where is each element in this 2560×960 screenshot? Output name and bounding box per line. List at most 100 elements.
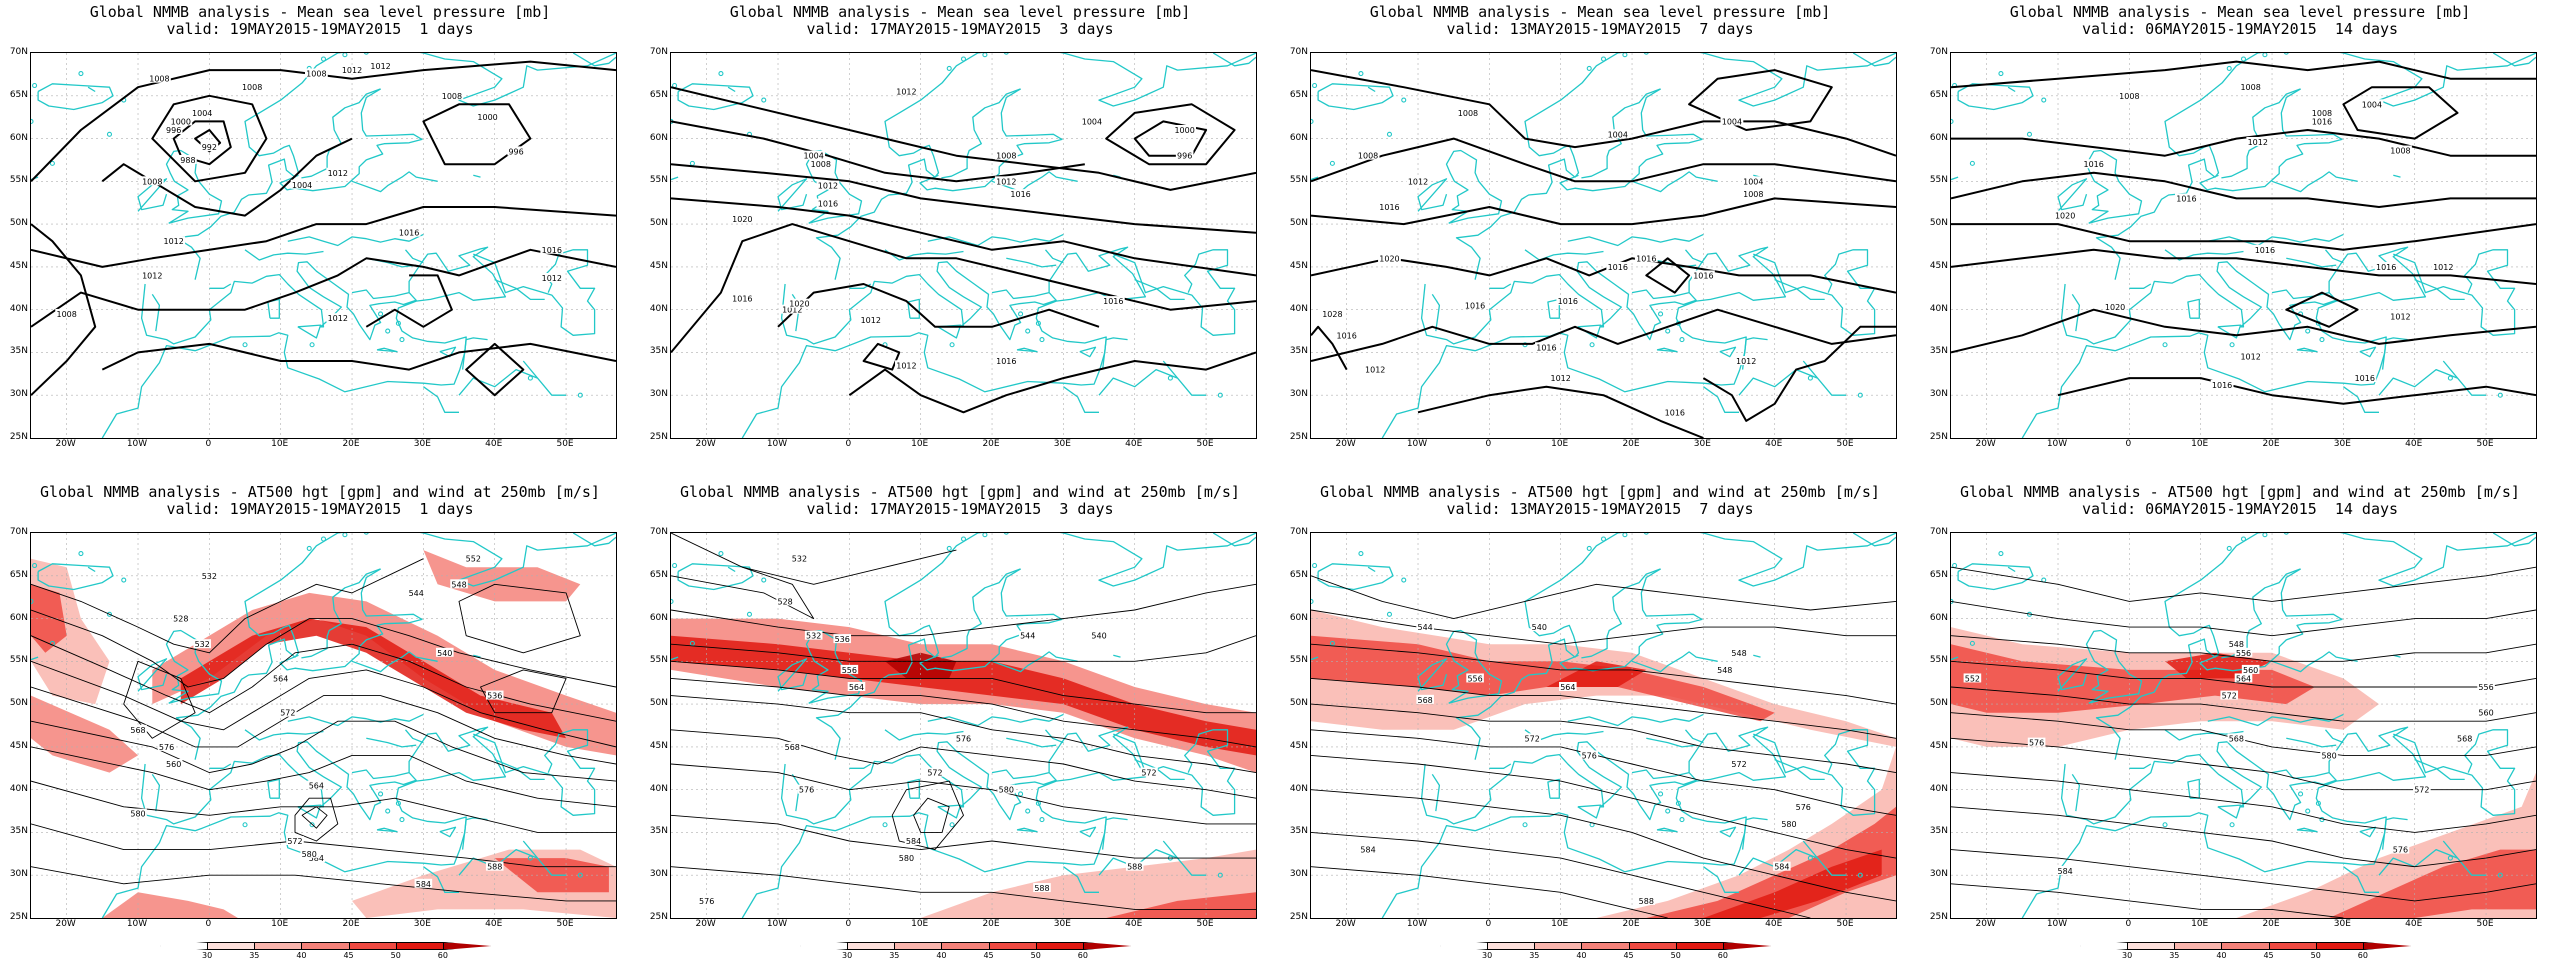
lat-tick-label: 70N [1289,47,1308,57]
contour-label: 1016 [1336,331,1356,340]
colorbar-tick-label: 40 [296,951,307,960]
lon-tick-label: 10W [2046,439,2068,449]
contour-label-bg [271,673,290,683]
contour-label-bg [2310,116,2334,126]
contour-label: 572 [287,837,302,846]
isobar [671,120,1085,183]
isobar [31,206,616,268]
island-coastline [1311,118,1314,124]
contour-label-bg [994,176,1018,186]
colorbar-swatch [2268,942,2317,950]
coastline [884,729,964,741]
lat-tick-label: 65N [1289,89,1308,100]
lon-tick-label: 30E [1053,919,1071,929]
contour-label-bg [179,154,197,164]
coastline [2296,827,2318,833]
lat-tick-label: 45N [9,740,28,751]
contour-label-bg [1720,116,1744,126]
contour-label: 992 [202,143,217,152]
contour-label: 576 [2029,739,2044,748]
jet-wind-shading [1703,849,1882,918]
colorbar-tick-label: 50 [1670,951,1681,960]
island-coastline [1807,855,1813,861]
lon-tick-label: 20W [1335,919,1356,929]
coastline [1547,778,1560,799]
coastline [777,658,808,692]
contour-label-bg [1794,801,1813,811]
contour-label: 1016 [1536,343,1556,352]
contour-label-bg [200,570,219,580]
contour-label: 1004 [1743,177,1763,186]
z500-wind-map: 552 548 556 560 564 572 576 568 580 584 556 560 568 5… [1950,532,2537,919]
contour-label-bg [140,270,164,280]
island-coastline [1217,872,1223,878]
lat-tick-label: 60N [649,132,668,143]
coastline [2021,246,2427,438]
contour-label-bg [954,733,973,743]
colorbar-swatch [254,942,303,950]
coastline [1162,840,1207,876]
contour-label: 1012 [896,361,916,370]
lon-tick-label: 10W [1406,439,1428,449]
isobar [1951,171,2536,208]
height-contour [671,729,1256,799]
contour-label-bg [140,176,164,186]
contour-label: 584 [1360,846,1375,855]
island-coastline [1358,550,1364,557]
lon-tick-label: 10E [1551,439,1569,449]
island-coastline [1658,791,1664,797]
island-coastline [1807,375,1813,381]
coastline [458,368,538,396]
contour-label-bg [1125,861,1144,871]
lat-tick-label: 55N [1289,655,1308,666]
contour-label-bg [1356,150,1380,160]
coastline [439,826,457,838]
isobar [1311,308,1896,362]
contour-label-bg [304,68,328,78]
isobar [671,197,1256,277]
lat-tick-label: 35N [1289,346,1308,357]
island-coastline [2240,56,2247,62]
contour-label-bg [1321,308,1344,318]
contour-label-bg [840,664,859,674]
contour-label: 1012 [1365,366,1385,375]
coastline [1113,654,1121,658]
contour-label: 1008 [2240,83,2260,92]
island-coastline [1018,311,1024,317]
contour-label-bg [540,273,564,283]
colorbar-swatch [160,942,209,950]
contour-label-bg [2431,261,2455,271]
contour-label: 528 [173,615,188,624]
island-coastline [1998,550,2004,557]
contour-label-bg [169,116,193,126]
coastline [2129,763,2152,769]
height-contour [671,695,1256,774]
island-coastline [1401,577,1407,583]
contour-label-bg [540,244,564,254]
coastline [244,729,324,741]
isobar [465,342,525,397]
colorbar-tick-label: 45 [2263,951,2274,960]
coastline [351,171,438,193]
z500-wind-map: 544 540 548 556 564 568 572 576 584 588 548 572 576 5… [1310,532,1897,919]
island-coastline [1003,533,1009,535]
contour-label: 1028 [1322,310,1342,319]
contour-label-bg [730,213,754,223]
contour-label-bg [2103,302,2127,312]
colorbar-swatch [1440,942,1489,950]
lon-tick-label: 40E [485,919,503,929]
coastline [1719,346,1737,358]
coastline [1079,346,1097,358]
lat-tick-label: 65N [1289,569,1308,580]
contour-label-bg [1466,673,1484,683]
contour-label-bg [485,861,504,871]
map-panel: Global NMMB analysis - Mean sea level pr… [1280,0,1920,480]
contour-label-bg [2234,673,2253,683]
contour-label: 1016 [1379,203,1399,212]
coastline [671,176,679,181]
lat-tick-label: 50N [1929,698,1948,709]
coastline [151,773,161,812]
island-coastline [1586,65,1592,71]
coastline [2021,726,2427,918]
coastline [2221,88,2301,179]
